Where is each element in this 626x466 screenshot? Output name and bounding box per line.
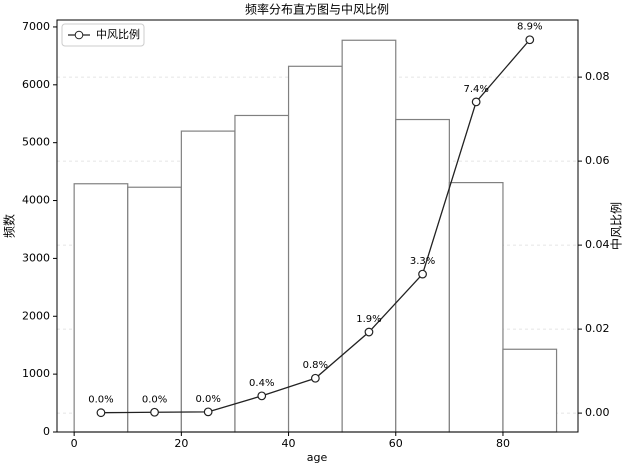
bar (502, 348, 558, 433)
legend-box (61, 23, 145, 47)
y2-tick-label: 0.00 (585, 406, 610, 419)
marker (203, 407, 213, 417)
data-label: 0.0% (195, 394, 220, 405)
y-tick-label: 7000 (22, 20, 50, 33)
bar (127, 186, 182, 433)
x-tick-label: 80 (496, 437, 510, 450)
x-axis-label: age (307, 451, 328, 464)
y-tick-label: 3000 (22, 251, 50, 264)
bar (180, 130, 236, 433)
marker (257, 391, 267, 401)
marker (364, 327, 374, 337)
legend-marker (74, 30, 84, 40)
x-tick-label: 60 (389, 437, 403, 450)
y-tick-label: 5000 (22, 136, 50, 149)
y-tick-label: 1000 (22, 367, 50, 380)
marker (418, 269, 427, 279)
x-tick-label: 0 (71, 437, 78, 450)
data-label: 0.0% (142, 394, 167, 405)
chart-title: 频率分布直方图与中风比例 (245, 2, 389, 17)
marker (96, 408, 106, 418)
legend-label: 中风比例 (96, 27, 140, 41)
plot-frame (56, 19, 579, 433)
bar (287, 65, 343, 433)
data-label: 0.0% (88, 395, 113, 406)
y2-tick-label: 0.02 (585, 322, 610, 335)
y-tick-label: 0 (43, 425, 50, 438)
data-label: 3.3% (410, 256, 435, 267)
y2-tick-label: 0.06 (585, 154, 610, 167)
bar (448, 182, 504, 433)
data-label: 8.9% (517, 22, 542, 33)
y-tick-label: 6000 (22, 78, 50, 91)
marker (525, 35, 535, 45)
data-label: 0.4% (249, 378, 274, 389)
data-label: 1.9% (356, 314, 381, 325)
data-label: 0.8% (303, 360, 328, 371)
data-label: 7.4% (463, 84, 488, 95)
marker (150, 407, 159, 417)
y2-axis-label: 中风比例 (609, 202, 624, 250)
y2-tick-label: 0.08 (585, 70, 610, 83)
marker (471, 97, 481, 107)
marker (310, 373, 320, 383)
bar (341, 39, 397, 433)
x-tick-label: 20 (174, 437, 188, 450)
y-axis-label: 频数 (2, 214, 17, 238)
y-tick-label: 2000 (22, 309, 50, 322)
y2-tick-label: 0.04 (585, 238, 610, 251)
y-tick-label: 4000 (22, 194, 50, 207)
x-tick-label: 40 (282, 437, 296, 450)
